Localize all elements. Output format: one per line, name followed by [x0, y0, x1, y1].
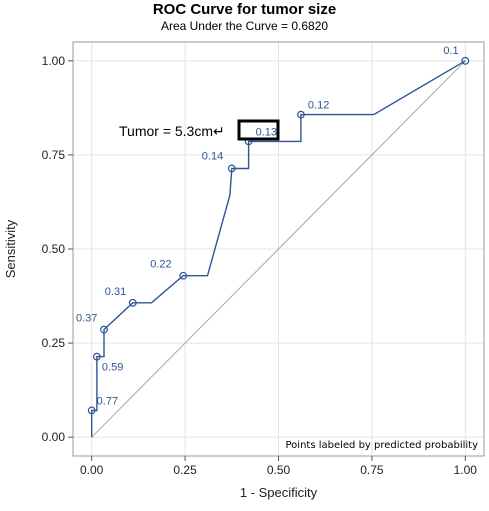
- roc-point: [227, 164, 236, 173]
- y-tick-label: 1.00: [42, 54, 66, 68]
- point-label: 0.1: [443, 45, 458, 57]
- chart-subtitle: Area Under the Curve = 0.6820: [160, 19, 329, 33]
- y-tick-label: 0.50: [42, 242, 66, 256]
- x-tick-label: 0.50: [267, 463, 291, 477]
- roc-point: [297, 110, 305, 119]
- point-label: 0.22: [150, 259, 171, 271]
- x-axis-label: 1 - Specificity: [240, 485, 318, 500]
- roc-point: [93, 352, 101, 361]
- point-label: 0.13: [256, 126, 277, 138]
- point-label: 0.14: [202, 150, 223, 162]
- roc-point: [179, 271, 188, 280]
- point-label: 0.12: [308, 100, 329, 112]
- footnote: Points labeled by predicted probability: [286, 440, 479, 451]
- roc-point: [87, 406, 96, 415]
- x-tick-label: 0.25: [173, 463, 197, 477]
- x-tick-label: 0.75: [360, 463, 384, 477]
- annotation-box: [237, 119, 280, 141]
- grid-layer: [73, 42, 484, 456]
- y-tick-label: 0.00: [42, 430, 66, 444]
- y-tick-label: 0.25: [42, 336, 66, 350]
- point-label: 0.59: [102, 362, 123, 374]
- ticks-layer: 0.00 0.25 0.50 0.75 1.00 0.00 0.25 0.50 0.75 1.00: [42, 54, 478, 477]
- y-tick-label: 0.75: [42, 148, 66, 162]
- roc-point: [100, 325, 108, 334]
- points-layer: 0.77 0.59 0.37 0.31 0.22 0.14 0.13 0.12 0.1: [76, 45, 470, 415]
- reference-diagonal: [91, 60, 466, 438]
- point-label: 0.77: [97, 395, 118, 407]
- chart-title: ROC Curve for tumor size: [152, 1, 337, 18]
- y-axis-label: Sensitivity: [3, 219, 18, 278]
- tumor-annotation: Tumor = 5.3cm↵: [119, 123, 225, 139]
- roc-point: [128, 298, 137, 307]
- x-tick-label: 1.00: [454, 463, 478, 477]
- point-label: 0.31: [105, 286, 126, 298]
- point-label: 0.37: [76, 313, 97, 325]
- roc-point: [461, 56, 470, 65]
- x-tick-label: 0.00: [80, 463, 104, 477]
- roc-curve: [91, 60, 466, 438]
